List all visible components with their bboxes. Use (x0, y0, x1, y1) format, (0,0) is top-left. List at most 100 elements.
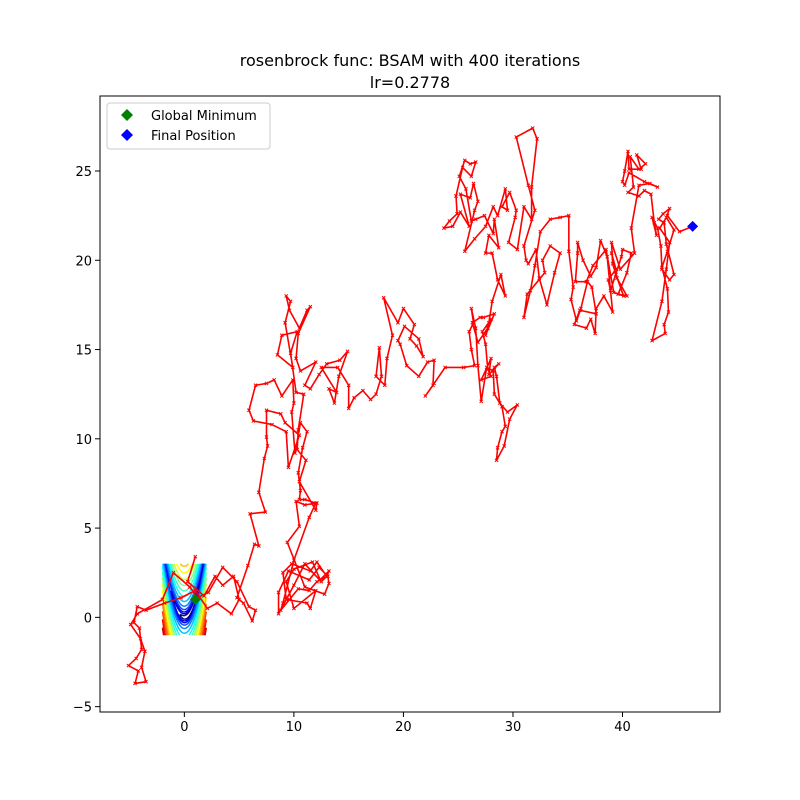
path-point (494, 374, 499, 379)
path-point (324, 574, 329, 579)
y-tick-label: 25 (75, 165, 92, 180)
path-point (584, 279, 589, 284)
path-point (450, 224, 455, 229)
path-point (529, 185, 534, 190)
contour-level (161, 603, 207, 636)
path-point (609, 251, 614, 256)
path-point (594, 265, 599, 270)
path-point (205, 606, 210, 611)
path-point (296, 586, 301, 591)
path-point (677, 229, 682, 234)
path-point (442, 226, 446, 231)
contour-level (161, 611, 207, 636)
path-point (664, 267, 669, 272)
path-point (661, 211, 665, 216)
path-point (193, 588, 198, 593)
path-point (287, 597, 292, 602)
path-point (458, 210, 463, 215)
path-point (467, 224, 472, 229)
path-point (287, 308, 292, 313)
path-point (604, 247, 609, 252)
path-point (252, 542, 257, 547)
path-point (538, 229, 543, 234)
path-point (360, 388, 365, 393)
path-point (264, 381, 269, 386)
final-position-marker (687, 220, 699, 232)
legend-item-global-minimum: Global Minimum (121, 109, 257, 124)
path-point (613, 272, 618, 277)
path-point (202, 593, 207, 598)
path-point (322, 592, 327, 597)
x-tick-label: 40 (614, 720, 631, 735)
path-point (495, 213, 500, 218)
path-point (291, 558, 296, 563)
path-point (534, 247, 538, 252)
path-point (664, 242, 669, 247)
x-tick-label: 30 (505, 720, 522, 735)
path-point (500, 204, 504, 209)
path-point (663, 331, 668, 336)
path-markers (126, 126, 695, 686)
path-point (179, 595, 184, 600)
path-point (662, 220, 667, 225)
path-point (657, 226, 662, 231)
path-point (296, 427, 301, 432)
path-point (566, 249, 571, 254)
path-point (643, 161, 648, 166)
path-point (558, 215, 563, 220)
path-point (615, 276, 619, 281)
path-point (483, 333, 488, 338)
path-point (264, 435, 269, 439)
path-point (284, 294, 289, 298)
path-point (302, 585, 307, 589)
path-point (142, 649, 147, 654)
path-point (253, 608, 258, 613)
path-point (475, 363, 480, 368)
path-point (542, 270, 547, 275)
path-point (495, 445, 500, 450)
path-point (491, 204, 496, 209)
path-point (475, 340, 480, 345)
path-point (624, 294, 629, 298)
path-point (234, 595, 239, 600)
path-point (128, 622, 133, 627)
path-point (652, 220, 657, 225)
path-point (462, 249, 467, 254)
path-point (290, 365, 295, 370)
path-point (490, 299, 495, 304)
path-point (144, 608, 148, 613)
path-point (632, 251, 637, 256)
path-point (326, 581, 331, 586)
path-point (506, 240, 511, 245)
path-point (521, 315, 526, 320)
path-point (345, 349, 350, 354)
path-point (524, 258, 529, 263)
path-point (658, 244, 663, 248)
path-point (457, 174, 462, 179)
path-point (589, 285, 594, 290)
path-point (395, 338, 400, 343)
path-point (187, 585, 192, 589)
path-point (609, 240, 614, 245)
path-point (532, 208, 537, 213)
path-point (458, 192, 463, 197)
path-point (297, 524, 302, 529)
path-point (137, 626, 142, 631)
path-point (414, 344, 419, 348)
path-point (467, 329, 472, 334)
path-point (528, 288, 533, 293)
path-point (672, 227, 676, 232)
path-point (285, 540, 290, 545)
path-point (627, 170, 632, 175)
path-point (455, 211, 460, 216)
path-point (610, 261, 615, 266)
path-point (620, 179, 625, 184)
path-point (296, 331, 301, 336)
path-point (530, 126, 535, 131)
path-point (558, 251, 563, 256)
path-point (421, 354, 426, 359)
path-point (665, 213, 670, 218)
path-point (461, 365, 466, 370)
path-point (618, 267, 623, 272)
path-point (469, 306, 474, 311)
